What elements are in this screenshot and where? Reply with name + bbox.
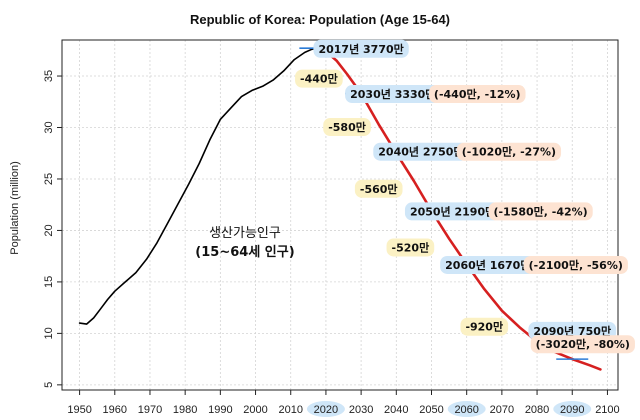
x-tick-label-2080: 2080	[525, 404, 549, 416]
annotation-text-4: (-1020만, -27%)	[462, 145, 556, 159]
x-tick-label-1960: 1960	[103, 404, 127, 416]
chart-title: Republic of Korea: Population (Age 15-64…	[190, 12, 450, 27]
annotation-bg-7	[440, 255, 536, 274]
annotation-1: 2030년 3330만	[345, 85, 441, 104]
annotation-text-12: -580만	[328, 120, 366, 134]
annotation-14: -520만	[386, 238, 435, 257]
x-tick-label-1990: 1990	[208, 404, 232, 416]
annotation-bg-8	[523, 255, 628, 274]
annotation-text-0: 2017년 3770만	[318, 42, 403, 56]
annotation-text-8: (-2100만, -56%)	[529, 258, 623, 272]
annotation-text-2: (-440만, -12%)	[434, 87, 521, 101]
x-tick-label-2020: 2020	[314, 404, 338, 416]
y-tick-label-5: 5	[43, 382, 55, 388]
annotation-text-10: (-3020만, -80%)	[536, 337, 630, 351]
annotation-bg-13	[354, 179, 403, 198]
annotation-8: (-2100만, -56%)	[523, 255, 628, 274]
annotation-text-13: -560만	[360, 182, 398, 196]
annotation-bg-6	[488, 202, 593, 221]
annotation-bg-4	[456, 142, 562, 161]
y-tick-label-25: 25	[43, 173, 55, 185]
x-tick-label-2100: 2100	[595, 404, 619, 416]
annotation-bg-0	[313, 39, 409, 58]
annotation-7: 2060년 1670만	[440, 255, 536, 274]
y-axis-label: Population (million)	[9, 161, 21, 255]
annotation-11: -440만	[295, 69, 343, 88]
annotation-bg-11	[295, 69, 343, 88]
y-tick-label-30: 30	[43, 121, 55, 133]
annotation-5: 2050년 2190만	[404, 202, 501, 221]
annotation-6: (-1580만, -42%)	[488, 202, 593, 221]
x-tick-label-2050: 2050	[419, 404, 443, 416]
x-tick-highlight-2090	[553, 401, 592, 417]
x-tick-label-2040: 2040	[384, 404, 408, 416]
x-tick-label-1950: 1950	[67, 404, 91, 416]
annotation-2: (-440만, -12%)	[428, 85, 526, 104]
x-tick-label-2070: 2070	[490, 404, 514, 416]
annotation-text-14: -520만	[392, 240, 430, 254]
annotation-bg-3	[373, 142, 469, 161]
center-label-line1: 생산가능인구	[209, 226, 281, 241]
x-tick-label-2000: 2000	[243, 404, 267, 416]
annotation-bg-2	[428, 85, 526, 104]
x-tick-label-2010: 2010	[278, 404, 302, 416]
annotation-4: (-1020만, -27%)	[456, 142, 562, 161]
annotations: 2017년 3770만 2030년 3330만(-440만, -12%) 2040년…	[295, 39, 635, 354]
x-tick-label-2030: 2030	[349, 404, 373, 416]
annotation-13: -560만	[354, 179, 403, 198]
annotation-text-1: 2030년 3330만	[350, 87, 435, 101]
y-tick-label-20: 20	[43, 224, 55, 236]
annotation-bg-15	[460, 317, 509, 336]
center-label: 생산가능인구 (15~64세 인구)	[195, 226, 294, 260]
annotation-text-11: -440만	[300, 72, 338, 86]
annotation-text-7: 2060년 1670만	[445, 258, 530, 272]
y-tick-label-15: 15	[43, 276, 55, 288]
x-tick-label-2090: 2090	[560, 404, 584, 416]
annotation-text-3: 2040년 2750만	[378, 145, 463, 159]
series-line-historical	[78, 47, 317, 325]
y-tick-label-35: 35	[43, 70, 55, 82]
annotation-text-9: 2090년 750만	[533, 324, 611, 338]
annotation-bg-14	[386, 238, 435, 257]
axis-ticks: 1950 1960 1970 1980 1990 2000 2010 2020 2030 2040…	[43, 70, 620, 417]
x-tick-highlight-2060	[447, 401, 486, 417]
x-tick-label-1980: 1980	[173, 404, 197, 416]
annotation-bg-5	[404, 202, 501, 221]
annotation-bg-12	[323, 118, 371, 136]
x-tick-highlight-2020	[306, 401, 345, 417]
annotation-12: -580만	[323, 118, 371, 136]
annotation-10: (-3020만, -80%)	[530, 335, 635, 354]
annotation-3: 2040년 2750만	[373, 142, 469, 161]
annotation-0: 2017년 3770만	[313, 39, 409, 58]
x-tick-label-1970: 1970	[138, 404, 162, 416]
annotation-text-6: (-1580만, -42%)	[493, 204, 587, 218]
annotation-bg-1	[345, 85, 441, 104]
annotation-bg-10	[530, 335, 635, 354]
annotation-15: -920만	[460, 317, 509, 336]
y-tick-label-10: 10	[43, 327, 55, 339]
center-label-line2: (15~64세 인구)	[195, 244, 294, 260]
annotation-text-5: 2050년 2190만	[410, 204, 495, 218]
annotation-text-15: -920만	[465, 320, 503, 334]
x-tick-label-2060: 2060	[454, 404, 478, 416]
